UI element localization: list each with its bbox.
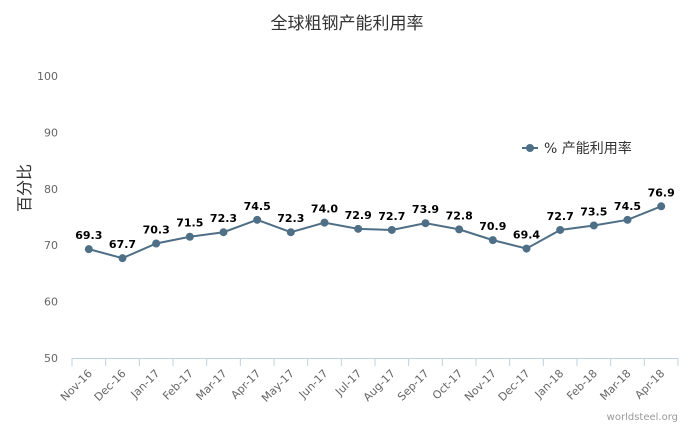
data-label: 70.9 <box>479 220 506 233</box>
data-point[interactable] <box>589 221 598 230</box>
data-label: 72.8 <box>446 209 473 222</box>
data-point[interactable] <box>185 232 194 241</box>
legend-marker <box>526 144 534 152</box>
x-tick-label: Jan-17 <box>128 367 163 402</box>
x-tick-label: Feb-18 <box>564 367 600 403</box>
data-point[interactable] <box>84 245 93 254</box>
x-tick-label: Jul-17 <box>332 367 364 399</box>
data-point[interactable] <box>421 219 430 228</box>
y-tick-label: 80 <box>44 183 58 196</box>
data-label: 73.5 <box>580 205 607 218</box>
data-label: 74.5 <box>614 200 641 213</box>
y-tick-label: 70 <box>44 239 58 252</box>
data-label: 73.9 <box>412 203 439 216</box>
y-axis-ticks: 50 60 70 80 90 100 <box>37 70 58 365</box>
chart-title: 全球粗钢产能利用率 <box>271 14 424 34</box>
data-point[interactable] <box>556 225 565 234</box>
x-tick-label: Mar-18 <box>598 367 634 403</box>
y-tick-label: 50 <box>44 352 58 365</box>
data-label: 72.3 <box>277 212 304 225</box>
x-tick-label: Oct-17 <box>430 367 465 402</box>
x-tick-label: Dec-17 <box>496 367 533 404</box>
x-tick-label: Apr-17 <box>228 367 263 402</box>
legend-label[interactable]: % 产能利用率 <box>544 140 632 157</box>
x-tick-label: Nov-17 <box>462 367 499 404</box>
x-tick-label: Aug-17 <box>361 367 398 404</box>
axes <box>71 358 679 366</box>
data-label: 70.3 <box>143 224 170 237</box>
data-point[interactable] <box>354 224 363 233</box>
x-tick-label: Nov-16 <box>58 367 95 404</box>
data-label: 71.5 <box>176 217 203 230</box>
data-point[interactable] <box>623 215 632 224</box>
data-label: 69.4 <box>513 229 540 242</box>
series-line <box>88 205 662 260</box>
x-tick-label: Jun-17 <box>296 367 331 402</box>
x-tick-label: Apr-18 <box>632 367 667 402</box>
y-tick-label: 90 <box>44 126 58 139</box>
series-layer: 69.3 67.7 70.3 71.5 72.3 74.5 72.3 74.0 72.9 72.7… <box>75 186 675 263</box>
x-tick-label: Jan-18 <box>532 367 567 402</box>
legend[interactable]: % 产能利用率 <box>522 140 632 157</box>
data-label: 67.7 <box>109 238 136 251</box>
x-tick-label: Dec-16 <box>92 367 129 404</box>
data-point[interactable] <box>320 218 329 227</box>
data-label: 72.9 <box>345 209 372 222</box>
data-point[interactable] <box>286 228 295 237</box>
x-tick-label: Sep-17 <box>395 367 432 404</box>
y-axis-label: 百分比 <box>15 164 34 212</box>
data-point[interactable] <box>522 244 531 253</box>
y-tick-label: 60 <box>44 296 58 309</box>
x-tick-label: Feb-17 <box>160 367 196 403</box>
data-point[interactable] <box>488 236 497 245</box>
credit-text[interactable]: worldsteel.org <box>607 412 678 423</box>
data-label: 72.7 <box>547 210 574 223</box>
data-label: 72.3 <box>210 212 237 225</box>
data-label: 72.7 <box>378 210 405 223</box>
data-label: 76.9 <box>648 186 675 199</box>
data-point[interactable] <box>657 202 666 211</box>
data-label: 69.3 <box>75 229 102 242</box>
y-tick-label: 100 <box>37 70 58 83</box>
data-point[interactable] <box>118 254 127 263</box>
data-label: 74.0 <box>311 203 338 216</box>
data-point[interactable] <box>152 239 161 248</box>
data-point[interactable] <box>219 228 228 237</box>
data-point[interactable] <box>387 225 396 234</box>
data-point[interactable] <box>455 225 464 234</box>
data-label: 74.5 <box>244 200 271 213</box>
x-tick-label: Mar-17 <box>194 367 230 403</box>
x-tick-label: May-17 <box>259 367 297 405</box>
data-point[interactable] <box>253 215 262 224</box>
